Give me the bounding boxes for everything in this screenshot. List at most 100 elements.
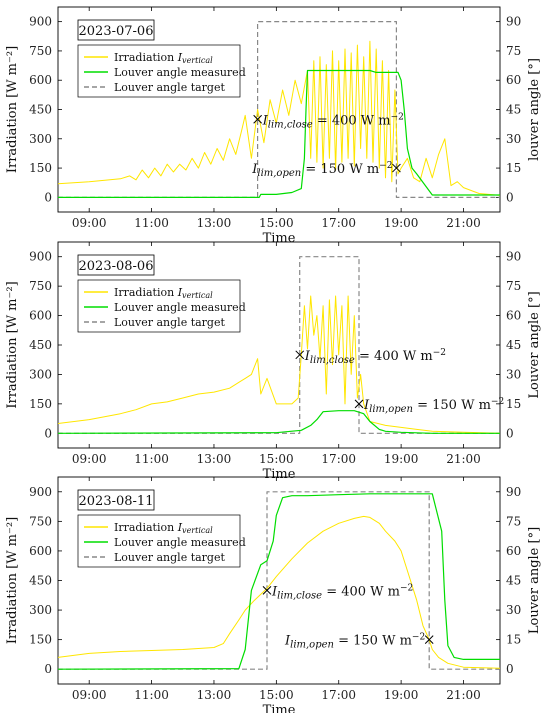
y-tick-label-left: 900 <box>29 250 52 264</box>
y-tick-label-left: 150 <box>29 397 52 411</box>
x-tick-label: 09:00 <box>72 452 107 466</box>
y-tick-label-right: 15 <box>506 633 521 647</box>
y-tick-label-right: 75 <box>506 514 521 528</box>
y-tick-label-right: 30 <box>506 603 521 617</box>
y-tick-label-left: 450 <box>29 338 52 352</box>
y-tick-label-right: 45 <box>506 574 521 588</box>
x-tick-label: 17:00 <box>321 216 356 230</box>
y-axis-label-left: Irradiation [W m⁻²] <box>5 281 20 408</box>
y-tick-label-left: 300 <box>29 603 52 617</box>
series-louver-measured <box>58 493 500 670</box>
x-tick-label: 13:00 <box>197 688 232 702</box>
chart-panel-2: 09:00 11:00 13:00 15:00 17:00 19:00 21:00 Time 0… <box>5 241 542 482</box>
y-tick-label-left: 0 <box>44 662 52 676</box>
y-tick-label-right: 90 <box>506 485 521 499</box>
series-louver-target <box>58 491 500 670</box>
annotation-marker <box>354 399 364 409</box>
legend-label: Irradiation Ivertical <box>114 51 213 65</box>
y-tick-label-left: 600 <box>29 544 52 558</box>
x-tick-label: 13:00 <box>197 216 232 230</box>
y-tick-label-left: 900 <box>29 15 52 29</box>
annotation-marker <box>392 163 401 173</box>
y-tick-label-right: 75 <box>506 279 521 293</box>
x-tick-label: 21:00 <box>446 688 481 702</box>
y-tick-label-right: 90 <box>506 15 521 29</box>
legend-label: Louver angle measured <box>114 66 246 79</box>
x-tick-label: 13:00 <box>197 452 232 466</box>
series-irradiation <box>58 295 500 434</box>
legend-label: Irradiation Ivertical <box>114 286 213 300</box>
y-tick-label-left: 600 <box>29 309 52 323</box>
legend-label: Irradiation Ivertical <box>114 521 213 535</box>
y-tick-label-right: 60 <box>506 73 521 87</box>
x-tick-label: 11:00 <box>134 688 169 702</box>
legend-label: Louver angle target <box>114 81 225 94</box>
x-tick-label: 09:00 <box>72 216 107 230</box>
y-tick-label-left: 150 <box>29 633 52 647</box>
x-tick-label: 19:00 <box>384 688 419 702</box>
x-axis-label: Time <box>263 703 296 713</box>
y-tick-label-right: 60 <box>506 309 521 323</box>
y-tick-label-left: 150 <box>29 161 52 175</box>
x-axis-label: Time <box>263 231 296 246</box>
legend-box <box>77 44 241 98</box>
y-tick-label-left: 450 <box>29 103 52 117</box>
x-tick-label: 17:00 <box>321 688 356 702</box>
x-tick-label: 21:00 <box>446 216 481 230</box>
date-box: 2023-07-06 <box>77 19 155 41</box>
y-tick-label-left: 300 <box>29 132 52 146</box>
y-axis-label-right: Louver angle [°] <box>527 527 542 634</box>
y-tick-label-left: 300 <box>29 367 52 381</box>
x-tick-label: 15:00 <box>259 688 294 702</box>
chart-panel-1: 09:00 11:00 13:00 15:00 17:00 19:00 21:00 Time 0… <box>5 6 542 246</box>
annotation-marker <box>424 635 434 644</box>
legend-label: Louver angle measured <box>114 301 246 314</box>
y-tick-label-left: 0 <box>44 190 52 204</box>
date-box: 2023-08-06 <box>77 254 155 276</box>
legend-label: Louver angle measured <box>114 536 246 549</box>
x-tick-label: 15:00 <box>259 216 294 230</box>
annotation-marker <box>253 114 262 124</box>
date-frame <box>77 254 155 276</box>
y-tick-label-left: 0 <box>44 426 52 440</box>
y-axis-label-left: Irradiation [W m⁻²] <box>5 46 20 173</box>
annotation-label: Ilim,open = 150 W m−2 <box>251 161 392 179</box>
date-box: 2023-08-11 <box>77 489 155 511</box>
y-tick-label-left: 750 <box>29 514 52 528</box>
annotation-label: Ilim,open = 150 W m−2 <box>284 633 425 651</box>
y-tick-label-right: 15 <box>506 397 521 411</box>
y-tick-label-right: 30 <box>506 367 521 381</box>
y-axis-label-right: Louver angle [°] <box>527 291 542 398</box>
x-tick-label: 21:00 <box>446 452 481 466</box>
y-axis-label-left: Irradiation [W m⁻²] <box>5 517 20 644</box>
x-tick-label: 11:00 <box>134 216 169 230</box>
y-tick-label-left: 600 <box>29 73 52 87</box>
series-louver-measured <box>58 69 500 198</box>
series-irradiation <box>58 515 500 669</box>
date-label: 2023-07-06 <box>79 24 154 39</box>
x-axis-label: Time <box>263 467 296 482</box>
y-tick-label-right: 75 <box>506 44 521 58</box>
y-tick-label-left: 750 <box>29 279 52 293</box>
y-tick-label-right: 0 <box>506 190 514 204</box>
x-tick-label: 17:00 <box>321 452 356 466</box>
y-tick-label-right: 0 <box>506 426 514 440</box>
y-axis-label-right: louver angle [°] <box>527 58 542 161</box>
x-tick-label: 19:00 <box>384 452 419 466</box>
x-tick-label: 11:00 <box>134 452 169 466</box>
annotation-label: Ilim,close = 400 W m−2 <box>271 583 413 601</box>
x-tick-label: 09:00 <box>72 688 107 702</box>
y-tick-label-right: 15 <box>506 161 521 175</box>
y-tick-label-right: 60 <box>506 544 521 558</box>
annotation-label: Ilim,close = 400 W m−2 <box>262 112 404 130</box>
annotation-label: Ilim,open = 150 W m−2 <box>363 397 504 415</box>
y-tick-label-right: 30 <box>506 132 521 146</box>
y-tick-label-left: 750 <box>29 44 52 58</box>
annotation-marker <box>262 586 272 595</box>
y-tick-label-left: 450 <box>29 574 52 588</box>
series-irradiation <box>58 40 500 196</box>
y-tick-label-right: 45 <box>506 338 521 352</box>
